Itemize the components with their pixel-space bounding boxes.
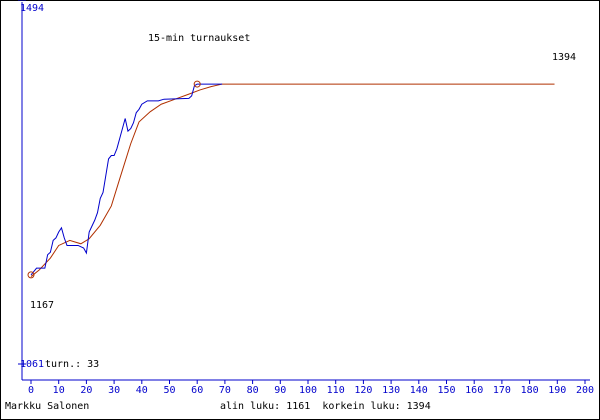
x-tick-label: 140 [410, 385, 428, 396]
count-label: turn.: 33 [45, 359, 99, 370]
x-tick-label: 40 [136, 385, 148, 396]
x-tick-label: 110 [327, 385, 345, 396]
x-tick-label: 120 [354, 385, 372, 396]
extreme-marker [27, 271, 35, 279]
x-tick-label: 100 [299, 385, 317, 396]
min-label: 1167 [30, 300, 54, 311]
x-tick-label: 160 [465, 385, 483, 396]
x-tick-label: 150 [437, 385, 455, 396]
x-tick-label: 80 [247, 385, 259, 396]
x-tick-label: 30 [108, 385, 120, 396]
x-tick-label: 0 [28, 385, 34, 396]
max-label: 1394 [552, 52, 576, 63]
x-tick-label: 190 [548, 385, 566, 396]
extreme-marker [193, 80, 201, 88]
author: Markku Salonen [5, 401, 89, 412]
x-tick-label: 50 [163, 385, 175, 396]
y-tick-label: 1061 [20, 359, 44, 370]
x-tick-label: 130 [382, 385, 400, 396]
series-line [30, 83, 555, 277]
chart-title: 15-min turnaukset [148, 33, 250, 44]
x-tick-label: 60 [191, 385, 203, 396]
x-tick-label: 90 [274, 385, 286, 396]
series-line [30, 83, 223, 276]
x-tick-label: 200 [576, 385, 594, 396]
summary: alin luku: 1161 korkein luku: 1394 [220, 401, 431, 412]
x-tick-label: 180 [521, 385, 539, 396]
x-tick-label: 170 [493, 385, 511, 396]
x-tick-label: 10 [53, 385, 65, 396]
y-tick-label: 1494 [20, 3, 44, 14]
x-tick-label: 70 [219, 385, 231, 396]
x-tick-label: 20 [80, 385, 92, 396]
